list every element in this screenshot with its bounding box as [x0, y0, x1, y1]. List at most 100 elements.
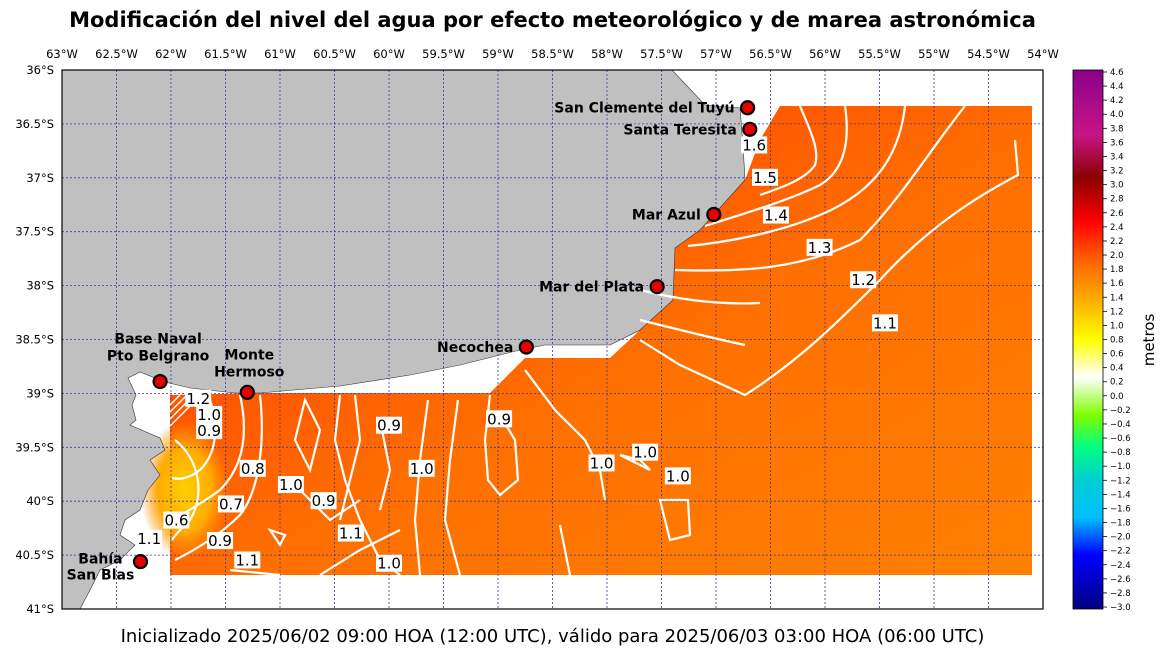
lat-tick-label: 37°S	[26, 171, 54, 185]
colorbar-tick-label: −0.2	[1110, 406, 1131, 416]
colorbar-tick-label: 1.8	[1110, 265, 1124, 275]
svg-text:1.1: 1.1	[235, 551, 259, 569]
svg-text:0.9: 0.9	[208, 532, 232, 550]
colorbar-tick-label: 0.6	[1110, 350, 1124, 360]
lat-tick-label: 40°S	[26, 494, 54, 508]
svg-text:1.0: 1.0	[377, 555, 401, 573]
colorbar-tick-label: 1.6	[1110, 279, 1124, 289]
colorbar-label: metros	[1140, 314, 1158, 367]
station-marker[interactable]: Necochea	[437, 339, 534, 356]
contour-label: 1.1	[337, 524, 364, 543]
lon-tick-label: 54.5°W	[967, 47, 1010, 61]
lat-tick-label: 38°S	[26, 279, 54, 293]
tide-stations: San Clemente del Tuyú Santa Teresita Mar A…	[67, 100, 758, 584]
svg-text:1.0: 1.0	[633, 444, 657, 462]
station-marker[interactable]: San Clemente del Tuyú	[554, 100, 756, 117]
svg-text:1.0: 1.0	[410, 460, 434, 478]
lat-tick-label: 36.5°S	[15, 117, 54, 131]
svg-text:1.1: 1.1	[137, 530, 161, 548]
svg-text:0.8: 0.8	[241, 460, 265, 478]
colorbar-tick-label: 2.6	[1110, 209, 1124, 219]
lat-tick-label: 40.5°S	[15, 548, 54, 562]
colorbar-tick-label: −0.4	[1110, 420, 1131, 430]
lon-tick-label: 61°W	[264, 47, 296, 61]
lon-tick-label: 57°W	[700, 47, 732, 61]
colorbar-tick-label: 2.2	[1110, 237, 1124, 247]
station-marker[interactable]: Mar Azul	[632, 206, 722, 223]
lon-tick-label: 56.5°W	[749, 47, 792, 61]
svg-text:0.9: 0.9	[487, 410, 511, 428]
colorbar-tick-label: 1.2	[1110, 307, 1124, 317]
station-label: Mar Azul	[632, 207, 701, 223]
contour-label: 0.9	[310, 492, 337, 510]
svg-text:1.1: 1.1	[339, 525, 363, 543]
lon-tick-label: 59°W	[482, 47, 514, 61]
colorbar-tick-label: 4.2	[1110, 96, 1124, 106]
station-label: Pto Belgrano	[107, 349, 210, 365]
svg-text:1.0: 1.0	[590, 454, 614, 472]
contour-label: 1.0	[588, 454, 615, 472]
contour-labels: 1.61.51.41.31.21.11.21.00.9 0.9 0.90.81.01…	[136, 136, 898, 573]
svg-text:0.7: 0.7	[219, 495, 243, 513]
station-label: Necochea	[437, 340, 513, 356]
colorbar-tick-label: −0.8	[1110, 448, 1131, 458]
colorbar-tick-label: 1.0	[1110, 321, 1124, 331]
lon-tick-label: 62°W	[155, 47, 187, 61]
lon-tick-label: 56°W	[809, 47, 841, 61]
contour-label: 1.4	[762, 206, 789, 225]
colorbar-tick-label: 4.4	[1110, 82, 1124, 92]
lat-tick-label: 39.5°S	[15, 440, 54, 454]
colorbar-tick-label: −2.6	[1110, 575, 1131, 585]
contour-label: 0.9	[207, 532, 234, 550]
svg-text:1.3: 1.3	[808, 239, 832, 257]
svg-text:1.6: 1.6	[742, 136, 766, 154]
contour-label: 1.2	[185, 389, 212, 408]
colorbar-tick-label: 1.4	[1110, 293, 1124, 303]
colorbar-tick-label: 3.6	[1110, 138, 1124, 148]
station-label: Bahía	[78, 552, 122, 568]
lon-tick-label: 60.5°W	[313, 47, 356, 61]
station-label: Mar del Plata	[539, 280, 644, 296]
lat-tick-label: 41°S	[26, 602, 54, 616]
svg-text:1.0: 1.0	[666, 467, 690, 485]
svg-text:1.2: 1.2	[186, 390, 210, 408]
sea-level-field	[170, 106, 1032, 575]
contour-label: 1.0	[408, 459, 435, 478]
station-marker[interactable]: Mar del Plata	[539, 279, 665, 296]
longitude-ticks: 63°W 62.5°W 62°W 61.5°W 61°W 60.5°W 60°W 59.5°W…	[46, 47, 1059, 61]
colorbar-tick-label: −2.2	[1110, 547, 1131, 557]
contour-label: 0.6	[163, 511, 190, 530]
colorbar-tick-label: −1.2	[1110, 476, 1131, 486]
svg-text:0.9: 0.9	[197, 422, 221, 440]
contour-label: 0.9	[486, 410, 513, 428]
colorbar-tick-label: −2.8	[1110, 589, 1131, 599]
colorbar-tick-label: 4.0	[1110, 110, 1124, 120]
contour-label: 1.0	[664, 467, 691, 485]
station-label: San Blas	[67, 568, 135, 584]
contour-label: 1.0	[277, 476, 304, 494]
colorbar-tick-label: 2.8	[1110, 195, 1124, 205]
station-marker[interactable]: Santa Teresita	[623, 121, 758, 138]
colorbar-tick-label: −2.4	[1110, 561, 1131, 571]
lon-tick-label: 63°W	[46, 47, 78, 61]
lon-tick-label: 61.5°W	[204, 47, 247, 61]
contour-label: 1.1	[234, 551, 261, 569]
contour-label: 1.1	[871, 314, 898, 332]
lon-tick-label: 57.5°W	[640, 47, 683, 61]
colorbar-tick-label: −1.4	[1110, 490, 1131, 500]
map-footer: Inicializado 2025/06/02 09:00 HOA (12:00…	[120, 626, 985, 647]
lon-tick-label: 62.5°W	[95, 47, 138, 61]
colorbar-tick-label: −1.8	[1110, 519, 1131, 529]
contour-label: 1.0	[196, 405, 223, 424]
lat-tick-label: 36°S	[26, 63, 54, 77]
lon-tick-label: 59.5°W	[422, 47, 465, 61]
contour-label: 0.9	[196, 422, 223, 440]
lon-tick-label: 55.5°W	[858, 47, 901, 61]
colorbar-tick-label: 3.0	[1110, 181, 1124, 191]
contour-label: 0.8	[239, 459, 266, 478]
